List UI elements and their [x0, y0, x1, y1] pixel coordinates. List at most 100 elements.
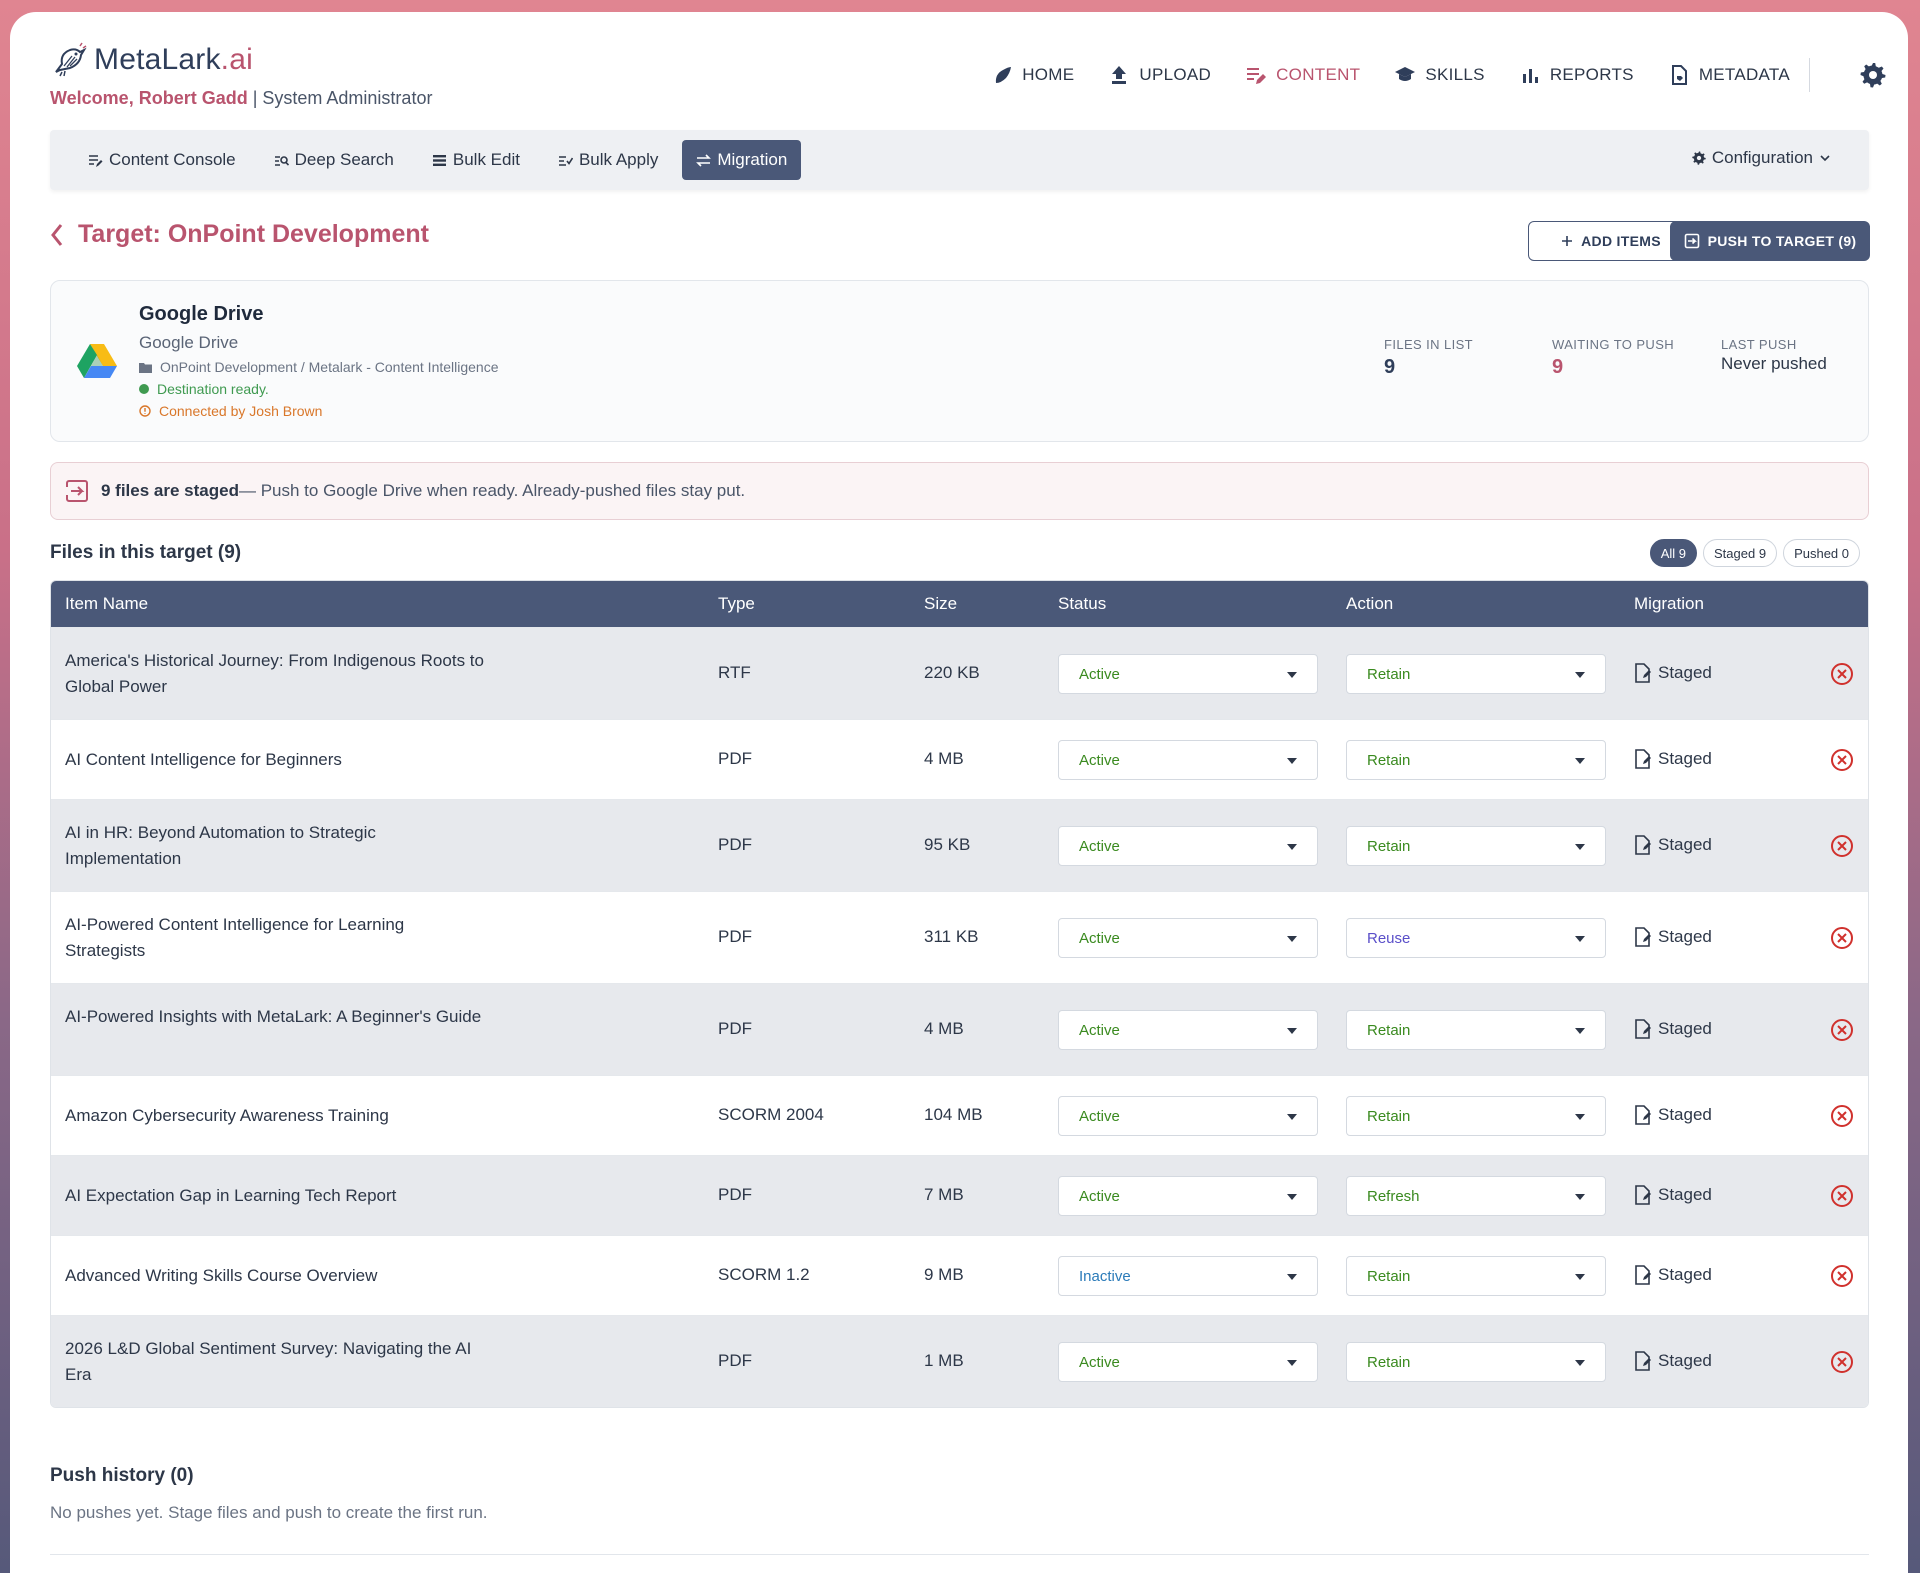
push-to-target-button[interactable]: PUSH TO TARGET (9) [1670, 221, 1870, 261]
tab-migration[interactable]: Migration [682, 140, 802, 180]
destination-card: Google Drive Google Drive OnPoint Develo… [50, 280, 1869, 442]
tab-bulk-apply[interactable]: Bulk Apply [544, 140, 672, 180]
nav-home[interactable]: HOME [991, 64, 1074, 86]
stat-waiting-value: 9 [1552, 356, 1564, 378]
status-select[interactable]: Active [1058, 740, 1318, 780]
action-select[interactable]: Retain [1346, 1096, 1606, 1136]
nav-reports[interactable]: REPORTS [1519, 64, 1634, 86]
remove-item-icon[interactable] [1830, 1184, 1854, 1208]
migration-status: Staged [1634, 1351, 1712, 1371]
remove-item-icon[interactable] [1830, 662, 1854, 686]
caret-down-icon [1575, 1114, 1585, 1120]
remove-item-icon[interactable] [1830, 1104, 1854, 1128]
files-table: Item Name Type Size Status Action Migrat… [50, 580, 1869, 1408]
destination-path-text: OnPoint Development / Metalark - Content… [160, 359, 499, 375]
action-select[interactable]: Retain [1346, 1256, 1606, 1296]
status-select[interactable]: Active [1058, 1342, 1318, 1382]
gear-icon[interactable] [1860, 62, 1886, 88]
remove-item-icon[interactable] [1830, 1018, 1854, 1042]
item-name[interactable]: 2026 L&D Global Sentiment Survey: Naviga… [65, 1339, 472, 1384]
chevron-left-icon [51, 223, 63, 246]
action-value: Retain [1367, 1353, 1411, 1371]
add-items-button[interactable]: ADD ITEMS [1528, 221, 1694, 261]
col-type[interactable]: Type [718, 594, 755, 613]
col-status[interactable]: Status [1058, 594, 1107, 613]
item-name[interactable]: AI in HR: Beyond Automation to Strategic… [65, 823, 376, 868]
tab-deep-search[interactable]: Deep Search [260, 140, 408, 180]
staged-file-icon [1635, 1265, 1651, 1285]
action-select[interactable]: Reuse [1346, 918, 1606, 958]
migration-status: Staged [1634, 663, 1712, 683]
action-select[interactable]: Retain [1346, 826, 1606, 866]
item-name[interactable]: AI-Powered Insights with MetaLark: A Beg… [65, 1007, 482, 1026]
action-select[interactable]: Retain [1346, 740, 1606, 780]
item-type: PDF [718, 1185, 752, 1204]
nav-home-label: HOME [1022, 65, 1075, 84]
configuration-dropdown[interactable]: Configuration [1692, 148, 1831, 168]
nav-upload[interactable]: UPLOAD [1108, 64, 1211, 86]
status-select[interactable]: Active [1058, 918, 1318, 958]
content-edit-icon [1247, 68, 1267, 84]
status-value: Active [1079, 1353, 1120, 1371]
caret-down-icon [1287, 844, 1297, 850]
status-value: Active [1079, 1021, 1120, 1039]
filter-all[interactable]: All 9 [1649, 539, 1698, 567]
app-window: MetaLark.ai Welcome, Robert Gadd | Syste… [10, 12, 1908, 1573]
col-action[interactable]: Action [1346, 594, 1394, 613]
item-type: RTF [718, 663, 751, 682]
tab-bulk-edit[interactable]: Bulk Edit [418, 140, 534, 180]
caret-down-icon [1575, 672, 1585, 678]
nav-divider [1809, 58, 1810, 92]
item-name[interactable]: Amazon Cybersecurity Awareness Training [65, 1106, 389, 1125]
caret-down-icon [1575, 844, 1585, 850]
status-select[interactable]: Active [1058, 826, 1318, 866]
item-size: 9 MB [924, 1265, 964, 1284]
migration-status-label: Staged [1658, 1019, 1712, 1038]
staged-file-icon [1635, 835, 1651, 855]
remove-item-icon[interactable] [1830, 926, 1854, 950]
item-name[interactable]: AI Content Intelligence for Beginners [65, 750, 342, 769]
status-select[interactable]: Active [1058, 1176, 1318, 1216]
item-name[interactable]: America's Historical Journey: From Indig… [65, 651, 484, 696]
action-select[interactable]: Retain [1346, 654, 1606, 694]
destination-ready-text: Destination ready. [157, 381, 269, 397]
remove-item-icon[interactable] [1830, 834, 1854, 858]
item-name[interactable]: AI-Powered Content Intelligence for Lear… [65, 915, 405, 960]
remove-item-icon[interactable] [1830, 1264, 1854, 1288]
status-select[interactable]: Inactive [1058, 1256, 1318, 1296]
migration-status: Staged [1634, 927, 1712, 947]
col-size[interactable]: Size [924, 594, 958, 613]
table-row: Advanced Writing Skills Course Overview S… [51, 1235, 1868, 1315]
migration-status: Staged [1634, 749, 1712, 769]
item-type: PDF [718, 835, 752, 854]
status-select[interactable]: Active [1058, 1010, 1318, 1050]
col-migration[interactable]: Migration [1634, 594, 1704, 613]
filter-pushed[interactable]: Pushed 0 [1783, 539, 1860, 567]
col-item-name[interactable]: Item Name [65, 594, 149, 613]
item-name[interactable]: Advanced Writing Skills Course Overview [65, 1266, 378, 1285]
migration-status: Staged [1634, 835, 1712, 855]
chevron-down-icon [1820, 155, 1830, 162]
nav-skills[interactable]: SKILLS [1394, 64, 1485, 86]
item-name[interactable]: AI Expectation Gap in Learning Tech Repo… [65, 1186, 397, 1205]
files-heading: Files in this target (9) [50, 542, 242, 563]
action-select[interactable]: Refresh [1346, 1176, 1606, 1216]
item-size: 4 MB [924, 749, 964, 768]
status-value: Inactive [1079, 1267, 1131, 1285]
status-select[interactable]: Active [1058, 1096, 1318, 1136]
tab-bulk-edit-label: Bulk Edit [452, 150, 520, 169]
action-select[interactable]: Retain [1346, 1342, 1606, 1382]
remove-item-icon[interactable] [1830, 1350, 1854, 1374]
status-select[interactable]: Active [1058, 654, 1318, 694]
nav-metadata[interactable]: METADATA [1668, 64, 1790, 86]
staged-file-icon [1635, 1019, 1651, 1039]
remove-item-icon[interactable] [1830, 748, 1854, 772]
filter-staged[interactable]: Staged 9 [1703, 539, 1778, 567]
info-circle-icon [139, 405, 151, 417]
back-to-targets[interactable]: Target: OnPoint Development [50, 220, 429, 249]
tab-content-console[interactable]: Content Console [74, 140, 250, 180]
nav-content[interactable]: CONTENT [1245, 64, 1360, 86]
logo[interactable]: MetaLark.ai [50, 42, 253, 78]
table-row: AI Expectation Gap in Learning Tech Repo… [51, 1155, 1868, 1235]
action-select[interactable]: Retain [1346, 1010, 1606, 1050]
